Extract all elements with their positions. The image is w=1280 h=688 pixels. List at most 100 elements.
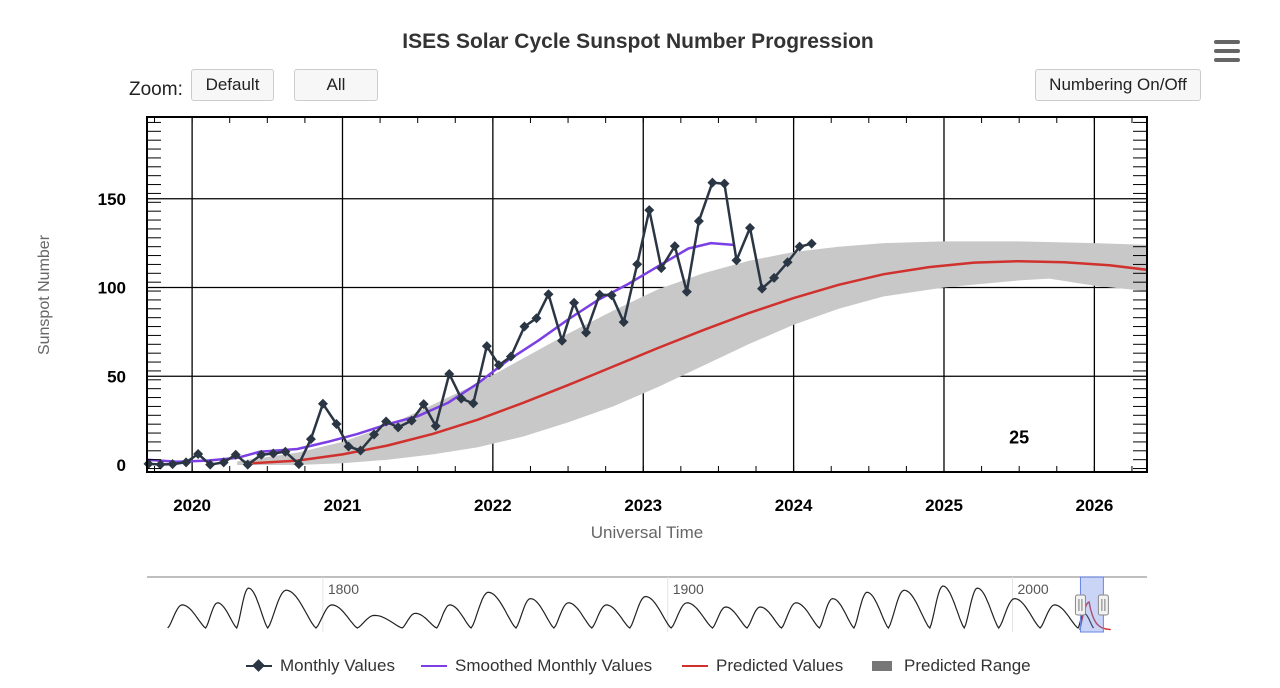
monthly-value-point[interactable]: [268, 448, 279, 459]
navigator[interactable]: 1800 1900 2000: [147, 576, 1147, 633]
monthly-value-point[interactable]: [505, 351, 516, 362]
x-tick-label: 2020: [173, 496, 211, 515]
monthly-value-point[interactable]: [707, 177, 718, 188]
monthly-value-point[interactable]: [468, 398, 479, 409]
y-tick-label: 150: [98, 190, 126, 209]
y-tick-label: 0: [117, 456, 126, 475]
monthly-value-point[interactable]: [519, 321, 530, 332]
monthly-value-point[interactable]: [481, 341, 492, 352]
predicted-range-series: [237, 241, 1147, 465]
monthly-value-point[interactable]: [181, 457, 192, 468]
legend-item-range[interactable]: Predicted Range: [870, 656, 1031, 676]
monthly-value-point[interactable]: [606, 290, 617, 301]
zoom-default-button[interactable]: Default: [191, 69, 274, 101]
monthly-value-point[interactable]: [280, 446, 291, 457]
monthly-value-point[interactable]: [293, 459, 304, 470]
monthly-value-point[interactable]: [644, 205, 655, 216]
monthly-value-point[interactable]: [167, 459, 178, 470]
monthly-value-point[interactable]: [581, 327, 592, 338]
x-tick-label: 2023: [624, 496, 662, 515]
monthly-value-point[interactable]: [155, 459, 166, 470]
monthly-value-point[interactable]: [531, 313, 542, 324]
plot-border: [146, 116, 1148, 473]
line-icon: [421, 656, 447, 676]
monthly-value-point[interactable]: [406, 415, 417, 426]
monthly-value-point[interactable]: [218, 457, 229, 468]
monthly-value-point[interactable]: [444, 368, 455, 379]
legend-item-monthly[interactable]: Monthly Values: [246, 656, 395, 676]
monthly-value-point[interactable]: [331, 418, 342, 429]
monthly-value-point[interactable]: [317, 398, 328, 409]
monthly-value-point[interactable]: [731, 255, 742, 266]
legend-label: Predicted Values: [716, 656, 844, 675]
predicted-values-series: [252, 259, 1148, 465]
monthly-value-point[interactable]: [456, 393, 467, 404]
navigator-year-label: 2000: [1018, 581, 1049, 597]
legend-label: Smoothed Monthly Values: [455, 656, 653, 675]
navigator-left-handle[interactable]: [1074, 594, 1086, 616]
predicted-range-area: [237, 241, 1147, 465]
navigator-year-label: 1900: [673, 581, 704, 597]
hamburger-menu-icon[interactable]: [1210, 40, 1242, 68]
monthly-value-point[interactable]: [381, 416, 392, 427]
monthly-value-point[interactable]: [493, 360, 504, 371]
legend-item-smoothed[interactable]: Smoothed Monthly Values: [421, 656, 652, 676]
monthly-value-point[interactable]: [594, 289, 605, 300]
legend-item-predicted[interactable]: Predicted Values: [682, 656, 843, 676]
navigator-right-handle[interactable]: [1097, 594, 1109, 616]
monthly-value-point[interactable]: [745, 222, 756, 233]
monthly-value-point[interactable]: [193, 448, 204, 459]
monthly-values-series: [143, 177, 817, 470]
monthly-value-point[interactable]: [693, 216, 704, 227]
monthly-value-point[interactable]: [256, 449, 267, 460]
zoom-all-button[interactable]: All: [294, 69, 378, 101]
smoothed-values-line: [146, 241, 734, 464]
y-tick-label: 100: [98, 279, 126, 298]
monthly-value-point[interactable]: [794, 241, 805, 252]
y-axis-label: Sunspot Number: [36, 234, 53, 355]
monthly-value-point[interactable]: [557, 335, 568, 346]
monthly-value-point[interactable]: [393, 422, 404, 433]
monthly-value-point[interactable]: [569, 297, 580, 308]
monthly-value-point[interactable]: [355, 445, 366, 456]
area-icon: [870, 656, 896, 676]
monthly-value-point[interactable]: [418, 399, 429, 410]
monthly-value-point[interactable]: [369, 429, 380, 440]
monthly-value-point[interactable]: [782, 257, 793, 268]
grid: [147, 117, 1147, 472]
numbering-toggle-button[interactable]: Numbering On/Off: [1035, 69, 1201, 101]
monthly-value-point[interactable]: [618, 317, 629, 328]
x-tick-label: 2025: [925, 496, 963, 515]
monthly-value-point[interactable]: [681, 286, 692, 297]
monthly-value-point[interactable]: [769, 272, 780, 283]
zoom-label: Zoom:: [129, 79, 183, 100]
monthly-value-point[interactable]: [242, 459, 253, 470]
monthly-value-point[interactable]: [757, 283, 768, 294]
diamond-line-icon: [246, 656, 272, 676]
monthly-value-point[interactable]: [205, 459, 216, 470]
monthly-value-point[interactable]: [719, 178, 730, 189]
x-tick-label: 2024: [775, 496, 813, 515]
legend: Monthly Values Smoothed Monthly Values P…: [0, 656, 1280, 680]
x-tick-label: 2021: [324, 496, 362, 515]
monthly-value-point[interactable]: [656, 263, 667, 274]
smoothed-values-series: [146, 241, 734, 464]
monthly-value-point[interactable]: [230, 449, 241, 460]
monthly-value-point[interactable]: [305, 434, 316, 445]
navigator-year-label: 1800: [328, 581, 359, 597]
navigator-series-line: [167, 585, 1095, 630]
cycle-number-label: 25: [1009, 428, 1029, 448]
monthly-value-point[interactable]: [632, 259, 643, 270]
line-icon: [682, 656, 708, 676]
x-tick-label: 2022: [474, 496, 512, 515]
monthly-value-point[interactable]: [343, 441, 354, 452]
legend-label: Predicted Range: [904, 656, 1031, 675]
monthly-value-point[interactable]: [669, 241, 680, 252]
y-tick-label: 50: [107, 367, 126, 386]
legend-label: Monthly Values: [280, 656, 395, 675]
monthly-value-point[interactable]: [430, 420, 441, 431]
monthly-value-point[interactable]: [543, 289, 554, 300]
x-tick-label: 2026: [1075, 496, 1113, 515]
monthly-value-point[interactable]: [806, 238, 817, 249]
navigator-background: [147, 577, 1147, 632]
